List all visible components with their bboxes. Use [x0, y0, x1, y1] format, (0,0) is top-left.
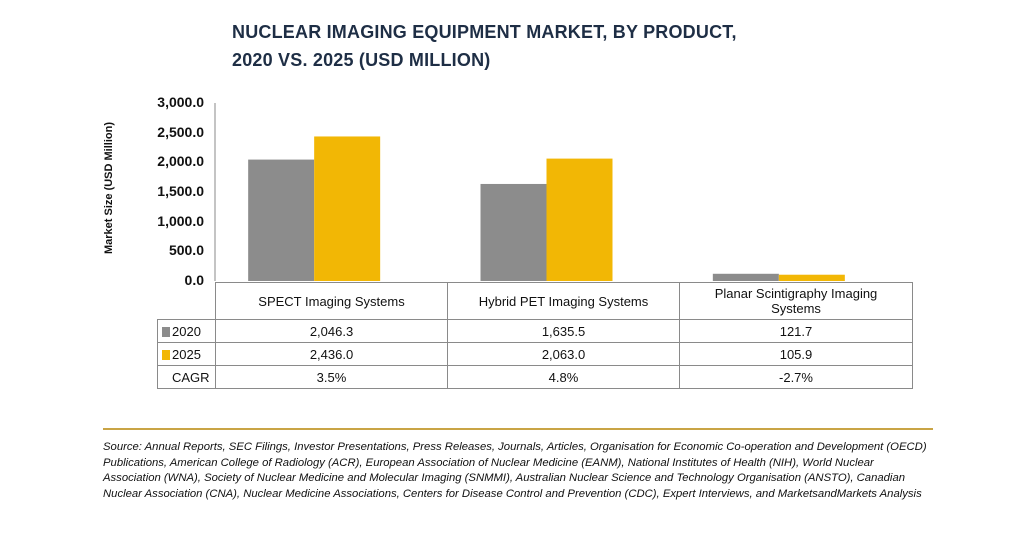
table-header-row: SPECT Imaging Systems Hybrid PET Imaging…: [157, 282, 913, 320]
bar-2025-2: [546, 158, 613, 281]
divider: [103, 428, 933, 430]
bar-2020-2: [480, 183, 547, 281]
table-cell: 3.5%: [215, 365, 448, 389]
table-cell: -2.7%: [679, 365, 913, 389]
table-cell: 121.7: [679, 319, 913, 343]
bar-2025-1: [314, 136, 381, 281]
table-row-cagr: CAGR 3.5% 4.8% -2.7%: [157, 365, 913, 389]
table-cell: 2,046.3: [215, 319, 448, 343]
chart-title-line-1: NUCLEAR IMAGING EQUIPMENT MARKET, BY PRO…: [232, 22, 737, 42]
row-label-2020: 2020: [157, 319, 216, 343]
y-tick-label: 1,500.0: [157, 183, 204, 199]
y-tick-label: 1,000.0: [157, 212, 204, 229]
table-row-2025: 2025 2,436.0 2,063.0 105.9: [157, 342, 913, 366]
table-row-2020: 2020 2,046.3 1,635.5 121.7: [157, 319, 913, 343]
table-cell: 4.8%: [447, 365, 680, 389]
category-label: SPECT Imaging Systems: [215, 282, 448, 320]
chart-title-line-2: 2020 VS. 2025 (USD MILLION): [232, 50, 491, 70]
bar-2020-3: [712, 273, 779, 281]
bar-2020-1: [248, 159, 315, 281]
y-tick-label: 500.0: [168, 242, 204, 259]
legend-swatch-2025: [162, 349, 170, 360]
row-label-2025: 2025: [157, 342, 216, 366]
category-label: Planar Scintigraphy Imaging Systems: [679, 282, 913, 320]
row-label-text: 2025: [172, 346, 201, 362]
source-note: Source: Annual Reports, SEC Filings, Inv…: [103, 441, 927, 500]
row-label-cagr: CAGR: [157, 365, 216, 389]
table-cell: 105.9: [679, 342, 913, 366]
table-cell: 2,063.0: [447, 342, 680, 366]
table-corner: [157, 282, 216, 320]
y-tick-label: 2,000.0: [157, 153, 204, 170]
y-tick-label: 3,000.0: [157, 94, 204, 110]
table-cell: 2,436.0: [215, 342, 448, 366]
table-cell: 1,635.5: [447, 319, 680, 343]
data-table: SPECT Imaging Systems Hybrid PET Imaging…: [157, 282, 913, 389]
legend-swatch-2020: [162, 326, 170, 337]
bar-2025-3: [778, 274, 845, 281]
y-tick-label: 2,500.0: [157, 123, 204, 140]
row-label-text: 2020: [172, 323, 201, 339]
category-label: Hybrid PET Imaging Systems: [447, 282, 680, 320]
